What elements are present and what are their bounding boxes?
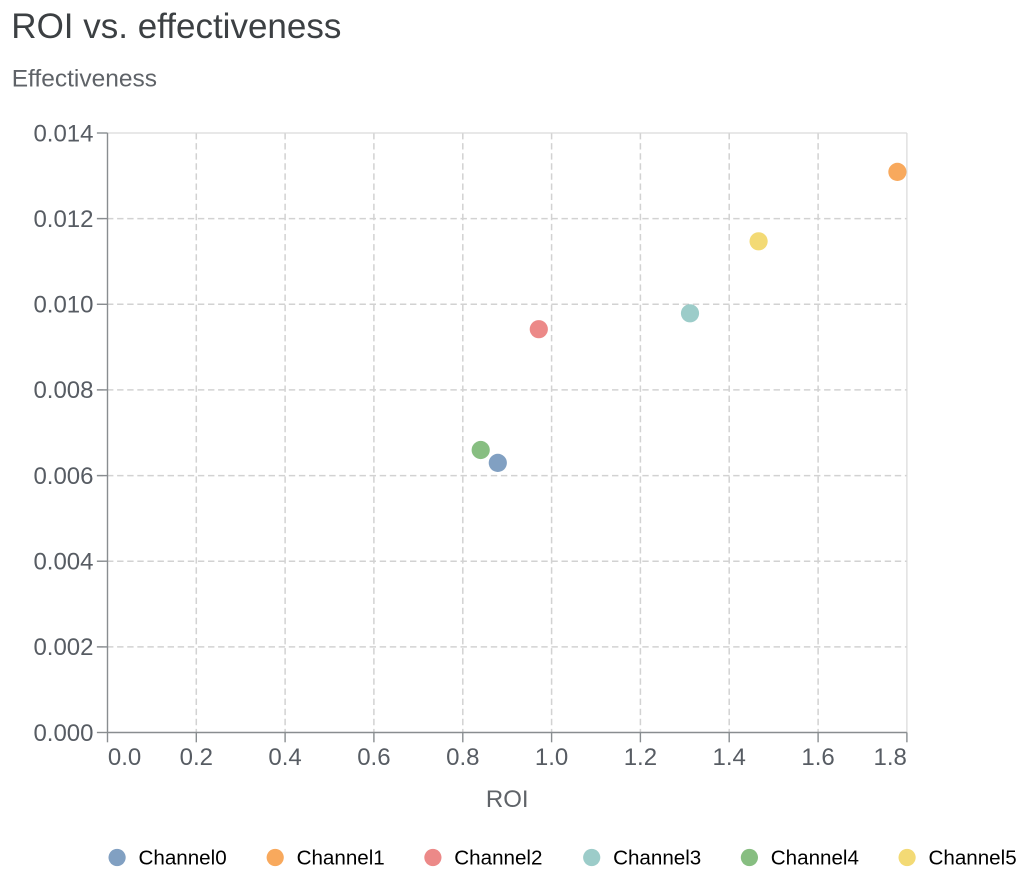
svg-text:Channel5: Channel5: [929, 847, 1017, 870]
svg-text:1.2: 1.2: [624, 744, 657, 771]
svg-text:1.6: 1.6: [801, 744, 834, 771]
svg-text:0.012: 0.012: [33, 206, 93, 233]
svg-text:Channel0: Channel0: [139, 847, 227, 870]
svg-text:0.8: 0.8: [446, 744, 479, 771]
svg-text:Channel2: Channel2: [454, 847, 542, 870]
svg-text:0.010: 0.010: [33, 292, 93, 319]
svg-text:0.006: 0.006: [33, 463, 93, 490]
svg-text:Channel4: Channel4: [771, 847, 859, 870]
svg-text:0.014: 0.014: [33, 120, 93, 147]
svg-text:1.4: 1.4: [713, 744, 746, 771]
svg-text:0.2: 0.2: [180, 744, 213, 771]
svg-text:0.0: 0.0: [108, 744, 141, 771]
svg-text:0.008: 0.008: [33, 377, 93, 404]
svg-text:1.0: 1.0: [535, 744, 568, 771]
svg-text:0.4: 0.4: [268, 744, 301, 771]
svg-text:Channel1: Channel1: [297, 847, 385, 870]
svg-text:1.8: 1.8: [874, 744, 907, 771]
svg-text:ROI vs. effectiveness: ROI vs. effectiveness: [11, 7, 341, 46]
svg-text:Channel3: Channel3: [613, 847, 701, 870]
svg-text:Effectiveness: Effectiveness: [12, 66, 157, 93]
svg-text:0.002: 0.002: [33, 634, 93, 661]
svg-text:0.6: 0.6: [357, 744, 390, 771]
svg-text:0.000: 0.000: [33, 720, 93, 747]
svg-text:ROI: ROI: [486, 786, 529, 813]
svg-text:0.004: 0.004: [33, 549, 93, 576]
